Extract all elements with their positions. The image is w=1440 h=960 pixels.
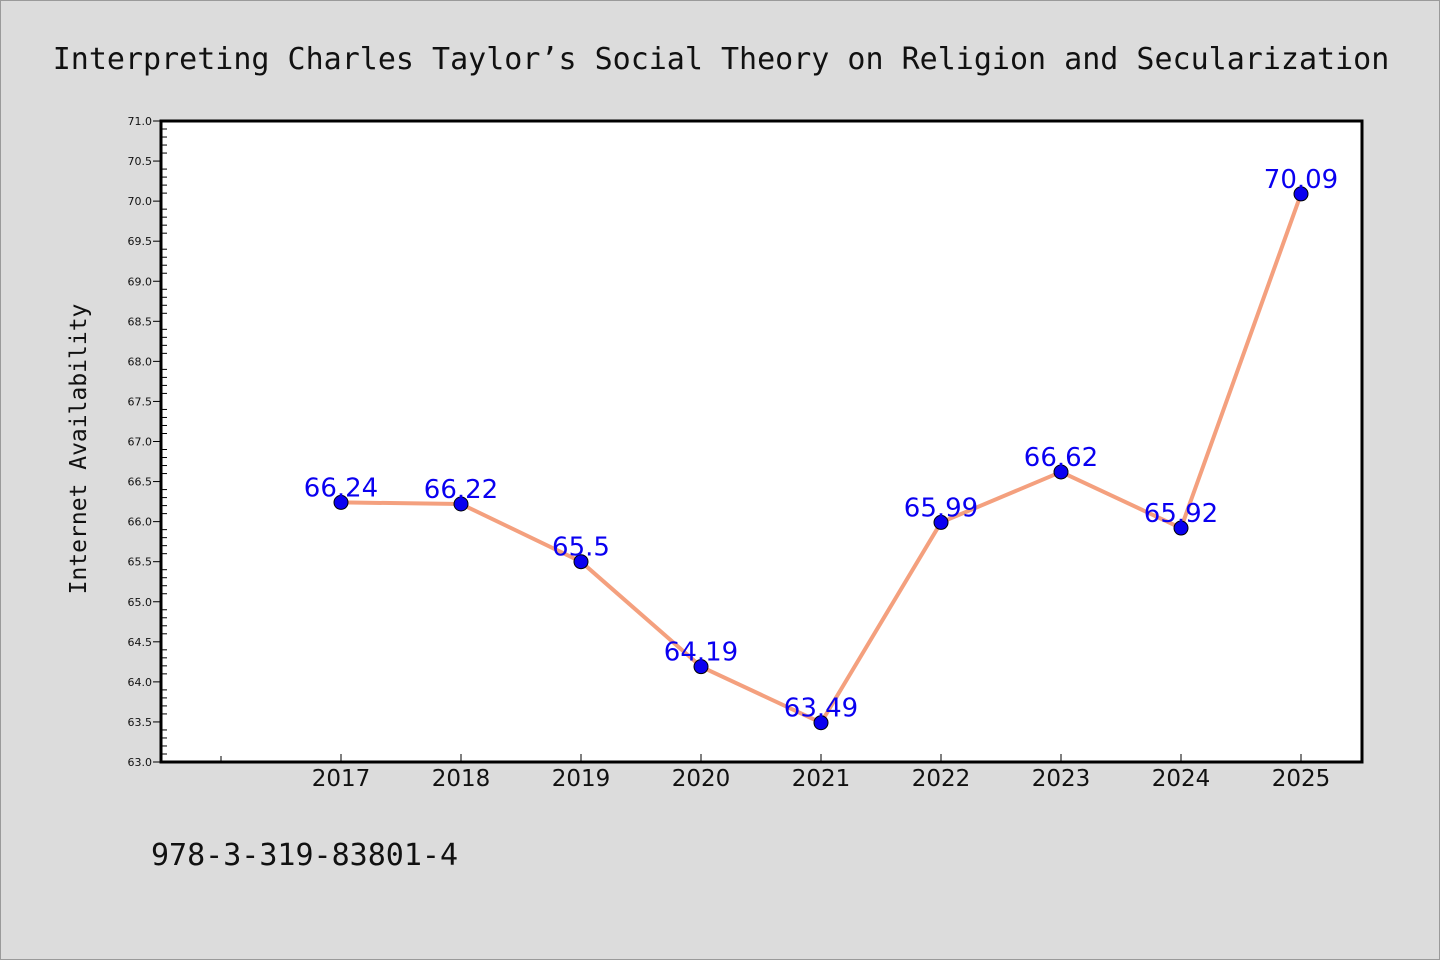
y-tick-label: 67.5	[128, 395, 153, 408]
y-tick-label: 71.0	[128, 115, 153, 128]
y-tick-label: 66.5	[128, 476, 153, 489]
x-tick-label: 2021	[792, 766, 851, 792]
y-tick-label: 68.0	[128, 355, 153, 368]
data-label: 66.22	[424, 475, 498, 505]
data-label: 66.24	[304, 473, 378, 503]
data-point	[1293, 186, 1309, 202]
y-tick-label: 66.0	[128, 516, 153, 529]
y-axis-label: Internet Availability	[66, 304, 92, 595]
x-tick-label: 2019	[552, 766, 611, 792]
y-tick-label: 63.5	[128, 716, 153, 729]
y-tick-label: 65.5	[128, 556, 153, 569]
data-point	[573, 554, 589, 570]
data-label: 64.19	[664, 638, 738, 668]
y-tick-label: 68.5	[128, 315, 153, 328]
data-label: 65.5	[552, 533, 610, 563]
y-tick-label: 65.0	[128, 596, 153, 609]
y-tick-label: 69.5	[128, 235, 153, 248]
data-point	[453, 496, 469, 512]
data-label: 66.62	[1024, 443, 1098, 473]
chart-title: Interpreting Charles Taylor’s Social The…	[53, 42, 1390, 77]
y-tick-label: 67.0	[128, 436, 153, 449]
plot-area: 63.0 63.5 64.0 64.5 65.0 65.5 66.0 66.5 67.0 67.5…	[128, 115, 1364, 792]
data-label: 65.99	[904, 493, 978, 523]
x-tick-label: 2025	[1272, 766, 1331, 792]
x-tick-label: 2018	[432, 766, 491, 792]
data-point	[693, 659, 709, 675]
x-tick-label: 2023	[1032, 766, 1091, 792]
data-point	[933, 514, 949, 530]
x-tick-label: 2017	[312, 766, 371, 792]
y-tick-label: 70.5	[128, 155, 153, 168]
y-tick-label: 63.0	[128, 756, 153, 769]
isbn-footer: 978-3-319-83801-4	[151, 838, 458, 873]
plot-frame	[159, 119, 1364, 764]
y-tick-label: 70.0	[128, 195, 153, 208]
x-tick-label: 2020	[672, 766, 731, 792]
data-point	[813, 715, 829, 731]
y-tick-label: 64.0	[128, 676, 153, 689]
data-point	[1053, 464, 1069, 480]
data-label: 63.49	[784, 694, 858, 724]
data-point	[333, 494, 349, 510]
data-label: 65.92	[1144, 499, 1218, 529]
x-tick-label: 2024	[1152, 766, 1211, 792]
y-tick-label: 64.5	[128, 636, 153, 649]
data-point	[1173, 520, 1189, 536]
data-label: 70.09	[1264, 165, 1338, 195]
y-tick-label: 69.0	[128, 275, 153, 288]
x-tick-label: 2022	[912, 766, 971, 792]
